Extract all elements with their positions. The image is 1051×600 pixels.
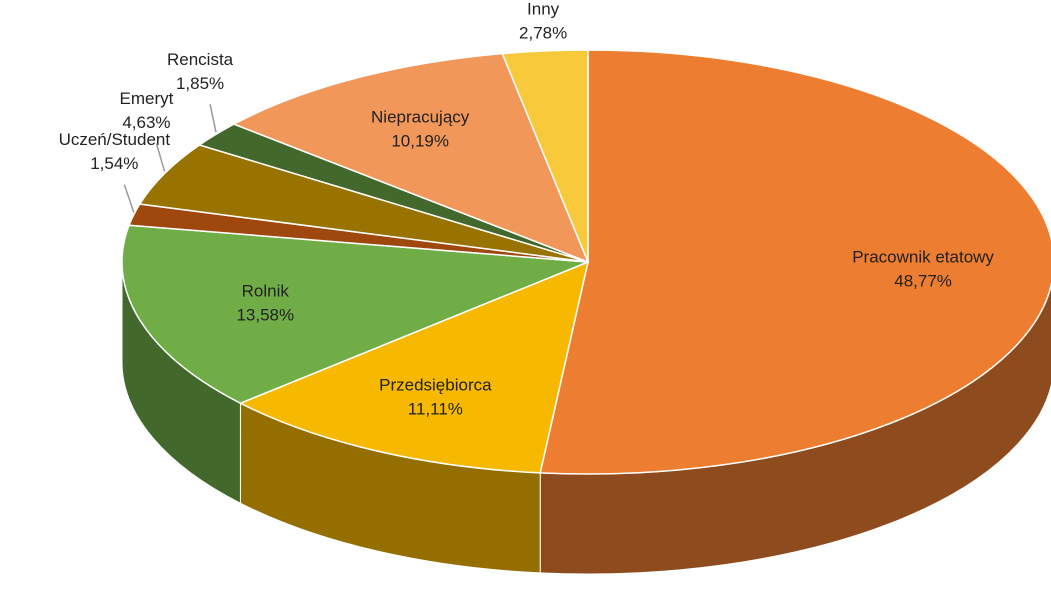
slice-label: Przedsiębiorca (379, 375, 492, 394)
slice-label: Inny (527, 0, 560, 18)
slice-label: Emeryt (120, 89, 174, 108)
slice-value-label: 48,77% (894, 271, 952, 290)
slice-label: Rencista (167, 50, 234, 69)
slice-value-label: 1,85% (176, 74, 224, 93)
leader-line (123, 184, 135, 213)
leader-line (209, 104, 217, 133)
slice-label: Uczeń/Student (59, 130, 171, 149)
slice (238, 260, 590, 474)
slice (121, 224, 589, 405)
slice-value-label: 1,54% (90, 154, 138, 173)
slice-value-label: 10,19% (391, 131, 449, 150)
slice-label: Niepracujący (371, 107, 470, 126)
leader-line (155, 143, 166, 172)
slice-value-label: 13,58% (236, 305, 294, 324)
slice-label: Rolnik (242, 281, 290, 300)
slice (232, 52, 590, 264)
slice-label: Pracownik etatowy (852, 247, 994, 266)
slice (539, 49, 1051, 475)
slice-value-label: 2,78% (519, 23, 567, 42)
slice-value-label: 4,63% (122, 113, 170, 132)
slice-value-label: 11,11% (408, 399, 463, 418)
slice (501, 49, 589, 263)
